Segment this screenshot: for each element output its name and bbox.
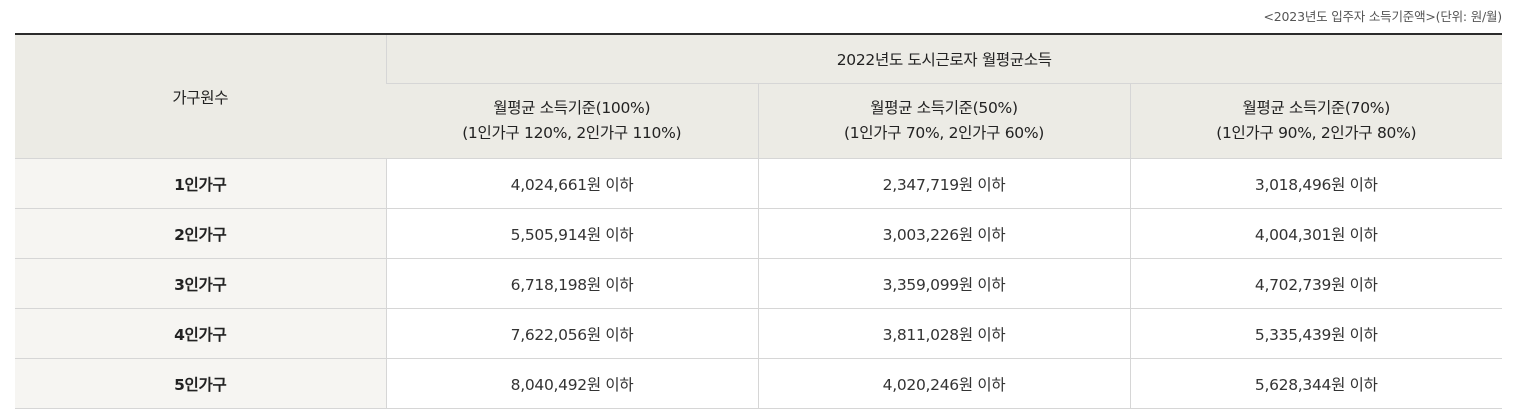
table-body: 1인가구 4,024,661원 이하 2,347,719원 이하 3,018,4… [15, 158, 1502, 409]
table-row: 4인가구 7,622,056원 이하 3,811,028원 이하 5,335,4… [15, 308, 1502, 359]
table-row: 2인가구 5,505,914원 이하 3,003,226원 이하 4,004,3… [15, 208, 1502, 259]
income-group-header: 2022년도 도시근로자 월평균소득 [385, 34, 1502, 84]
table-cell: 4,024,661원 이하 [385, 158, 758, 209]
table-row: 3인가구 6,718,198원 이하 3,359,099원 이하 4,702,7… [15, 258, 1502, 309]
table-row: 1인가구 4,024,661원 이하 2,347,719원 이하 3,018,4… [15, 158, 1502, 209]
column-header-100: 월평균 소득기준(100%) (1인가구 120%, 2인가구 110%) [386, 83, 758, 159]
row-label: 1인가구 [15, 158, 386, 209]
row-label: 2인가구 [15, 208, 386, 259]
column-header-subtitle: (1인가구 120%, 2인가구 110%) [462, 124, 682, 142]
table-cell: 3,359,099원 이하 [757, 258, 1130, 309]
table-cell: 4,702,739원 이하 [1129, 258, 1502, 309]
column-header-subtitle: (1인가구 90%, 2인가구 80%) [1216, 124, 1417, 142]
table-cell: 3,811,028원 이하 [757, 308, 1130, 359]
column-header-subtitle: (1인가구 70%, 2인가구 60%) [844, 124, 1044, 142]
table-cell: 2,347,719원 이하 [757, 158, 1130, 209]
column-header-title: 월평균 소득기준(50%) [870, 99, 1018, 117]
row-label: 3인가구 [15, 258, 386, 309]
household-size-header: 가구원수 [15, 34, 386, 159]
table-cell: 5,335,439원 이하 [1129, 308, 1502, 359]
table-header: 가구원수 2022년도 도시근로자 월평균소득 월평균 소득기준(100%) (… [15, 34, 1502, 159]
income-criteria-table: 가구원수 2022년도 도시근로자 월평균소득 월평균 소득기준(100%) (… [15, 33, 1502, 409]
row-label: 4인가구 [15, 308, 386, 359]
table-cell: 3,003,226원 이하 [757, 208, 1130, 259]
row-label: 5인가구 [15, 358, 386, 409]
table-cell: 4,020,246원 이하 [757, 358, 1130, 409]
column-header-title: 월평균 소득기준(100%) [493, 99, 651, 117]
income-table-container: 가구원수 2022년도 도시근로자 월평균소득 월평균 소득기준(100%) (… [15, 33, 1502, 409]
table-cell: 5,628,344원 이하 [1129, 358, 1502, 409]
header-row-1: 가구원수 2022년도 도시근로자 월평균소득 [15, 34, 1502, 159]
header-row-2: 월평균 소득기준(100%) (1인가구 120%, 2인가구 110%) 월평… [15, 83, 1502, 159]
column-header-70: 월평균 소득기준(70%) (1인가구 90%, 2인가구 80%) [1129, 83, 1502, 159]
table-cell: 6,718,198원 이하 [385, 258, 758, 309]
column-header-50: 월평균 소득기준(50%) (1인가구 70%, 2인가구 60%) [757, 83, 1130, 159]
table-cell: 7,622,056원 이하 [385, 308, 758, 359]
column-header-title: 월평균 소득기준(70%) [1242, 99, 1391, 117]
table-cell: 5,505,914원 이하 [385, 208, 758, 259]
table-row: 5인가구 8,040,492원 이하 4,020,246원 이하 5,628,3… [15, 358, 1502, 409]
table-caption: <2023년도 입주자 소득기준액>(단위: 원/월) [1263, 9, 1503, 24]
table-cell: 3,018,496원 이하 [1129, 158, 1502, 209]
table-cell: 8,040,492원 이하 [385, 358, 758, 409]
table-cell: 4,004,301원 이하 [1129, 208, 1502, 259]
